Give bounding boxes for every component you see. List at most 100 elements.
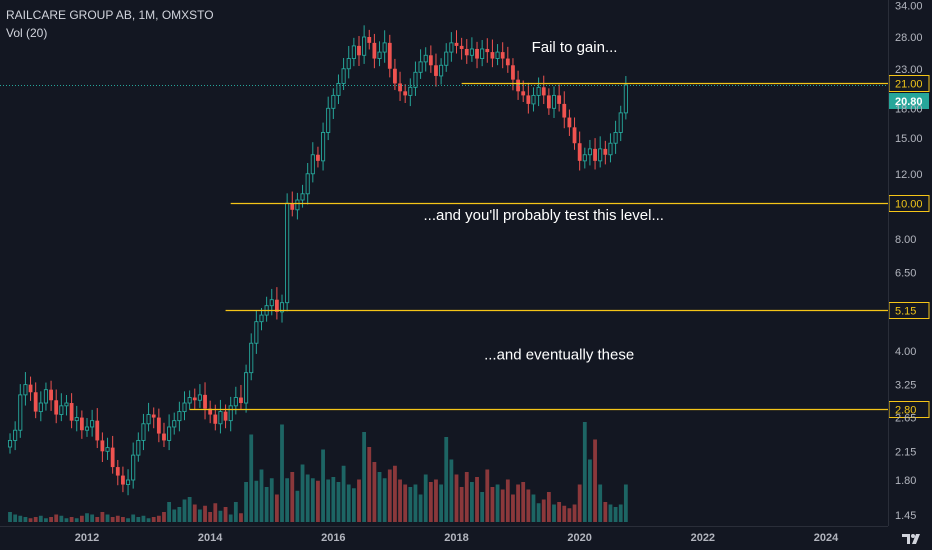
candlestick [28,376,33,401]
candlestick [254,310,259,354]
candle-body [197,394,202,401]
candlestick [536,77,541,107]
annotations: Fail to gain... ...and you'll probably te… [423,39,664,363]
candle-body [151,414,156,418]
candle-body [546,95,551,109]
volume-bar [259,469,264,522]
candlestick [551,86,557,118]
candle-body [90,420,95,428]
candle-body [131,454,136,481]
last-price-tag[interactable] [889,93,929,109]
y-tick-label: 1.45 [895,510,916,522]
candle-body [382,42,387,53]
volume-bar [454,474,459,522]
candle-body [387,42,392,69]
volume-bar [177,507,182,522]
candlestick [244,364,249,413]
candle-body [567,117,572,128]
volume-bar [33,517,38,522]
candle-body [357,45,361,56]
volume-bar [290,472,295,522]
candlestick [305,162,310,205]
y-tick-label: 28.00 [895,32,923,44]
candle-body [213,414,218,424]
candlestick [546,88,551,115]
candlestick [95,408,100,449]
candle-body [495,51,500,60]
candlestick [285,193,290,312]
candle-body [228,405,233,422]
candlestick [505,46,510,73]
candle-body [7,439,13,448]
candlestick [459,37,464,60]
candle-body [454,42,459,46]
candlestick [346,45,351,79]
candlestick [69,393,74,429]
candlestick [413,61,418,96]
candle-body [279,302,285,313]
volume-bar [449,459,454,522]
candlestick [393,58,397,91]
candle-body [305,173,310,195]
candlestick [182,391,187,421]
candle-body [562,103,567,118]
candle-body [531,94,536,105]
candlestick [408,78,413,107]
candle-body [511,65,515,80]
candlestick [423,47,428,72]
support-resistance-levels[interactable]: 21.00 10.00 5.15 2.80 20.80 [0,75,930,418]
volume-bar [536,503,541,522]
candlestick [613,120,618,154]
candlestick [54,389,59,424]
y-tick-label: 15.00 [895,133,923,145]
candle-body [326,107,331,133]
candlestick [403,84,408,104]
candlestick [131,442,136,489]
volume-bar [362,432,367,522]
chart-annotation: ...and you'll probably test this level..… [423,207,664,224]
candlestick [239,384,243,410]
x-tick-label: 2018 [444,532,468,544]
volume-bar [495,484,500,522]
volume-bar [156,515,161,522]
candlestick [156,408,161,443]
volume-indicator-label[interactable]: Vol (20) [6,26,48,40]
y-tick-label: 2.15 [895,446,916,458]
candle-body [449,42,454,53]
candlestick [567,109,572,136]
candlestick [367,29,372,50]
volume-bar [64,518,69,522]
candle-body [618,112,623,133]
candlestick [208,400,213,424]
volume-bar [79,515,84,522]
candlestick [105,437,110,460]
volume-bar [341,465,346,522]
candle-body [316,154,320,161]
candle-body [485,48,490,53]
candle-body [393,68,397,84]
volume-bar [485,469,490,522]
volume-bar [618,504,623,522]
volume-bar [233,502,238,522]
candlestick [439,58,444,85]
volume-bar [469,482,474,522]
candle-body [505,58,510,66]
volume-bar [208,512,213,522]
volume-bar [439,484,444,522]
symbol-title[interactable]: RAILCARE GROUP AB, 1M, OMXSTO [6,8,214,22]
level-price-label: 2.80 [895,405,916,417]
volume-bar [239,513,243,522]
candle-body [331,94,336,109]
y-tick-label: 34.00 [895,1,923,13]
axes[interactable]: 34.00 28.00 23.00 18.00 15.00 12.00 8.00 6.50 4.… [0,0,923,544]
volume-bar [613,507,618,522]
candle-body [285,202,290,304]
candlestick [7,433,13,454]
volume-bar [336,482,341,522]
candlestick [326,96,331,141]
candlestick [321,122,326,171]
candle-body [434,65,438,76]
volume-bar [413,484,418,522]
volume-bar [162,512,166,522]
